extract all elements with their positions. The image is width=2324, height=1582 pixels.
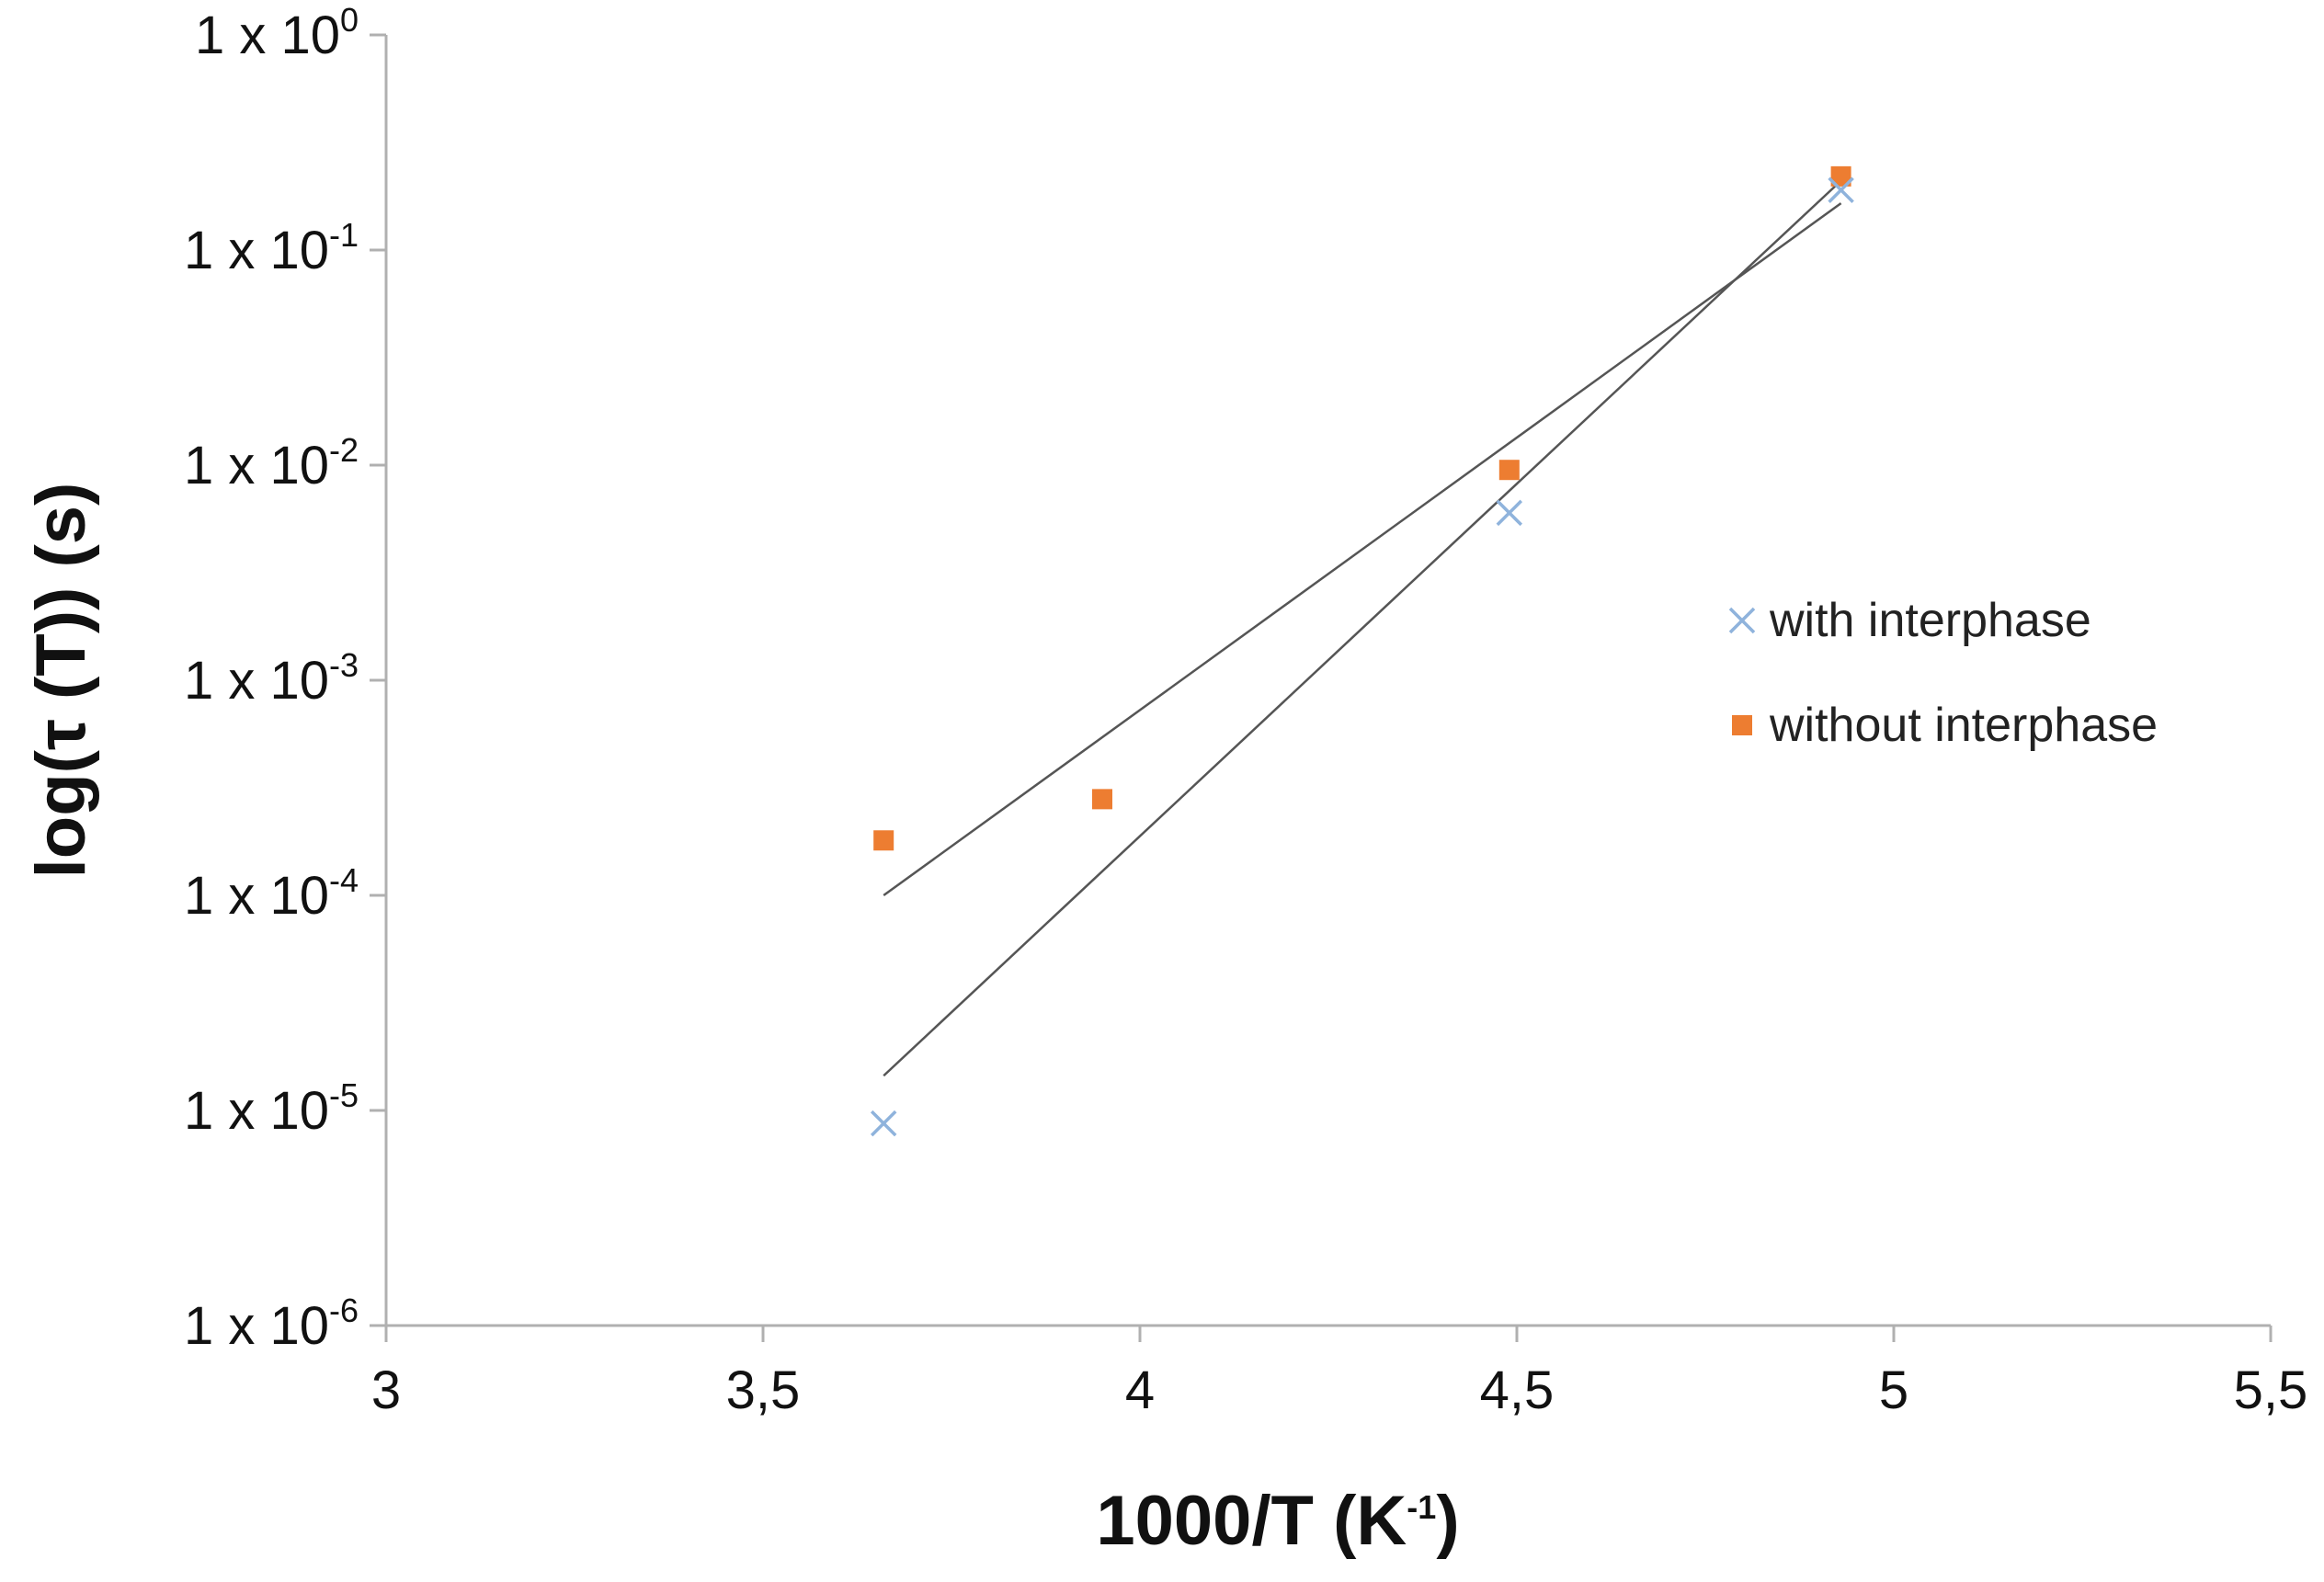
trendline-without-interphase — [883, 202, 1842, 897]
y-tick-label-base: 1 x 10 — [184, 221, 329, 280]
legend-label-with-interphase: with interphase — [1769, 594, 2091, 647]
legend-item-without-interphase: without interphase — [1732, 699, 2158, 752]
x-tick-label: 5,5 — [2234, 1360, 2308, 1420]
y-tick-label-exponent: -6 — [329, 1292, 359, 1329]
x-tick-label: 3 — [371, 1360, 401, 1420]
x-axis-ticks: 3 3,5 4 4,5 5 5,5 — [371, 1326, 2307, 1420]
legend-marker-square-icon — [1732, 715, 1752, 735]
y-tick-label-exponent: -4 — [329, 861, 359, 899]
y-tick-label-base: 1 x 10 — [184, 866, 329, 926]
y-tick-label-exponent: -3 — [329, 646, 359, 684]
x-tick-label: 4,5 — [1480, 1360, 1555, 1420]
data-point-without-interphase — [1092, 789, 1112, 810]
y-tick-label: 1 x 10-4 — [184, 861, 359, 926]
trendlines — [883, 179, 1842, 1077]
trendline-with-interphase — [883, 179, 1842, 1077]
y-tick-label: 1 x 10-5 — [184, 1076, 359, 1141]
legend-square-marker — [1732, 715, 1752, 735]
data-point-without-interphase — [1830, 165, 1851, 187]
legend-marker-x-icon — [1728, 607, 1756, 634]
legend: with interphase without interphase — [1728, 594, 2158, 752]
y-tick-label-base: 1 x 10 — [184, 1081, 329, 1141]
data-point-with-interphase — [1828, 176, 1854, 204]
y-tick-label-exponent: 0 — [340, 1, 359, 39]
legend-x-marker — [1728, 607, 1756, 634]
y-tick-label: 1 x 100 — [195, 1, 359, 65]
y-tick-label-base: 1 x 10 — [184, 436, 329, 495]
y-tick-label-exponent: -5 — [329, 1076, 359, 1114]
y-tick-label-exponent: -2 — [329, 431, 359, 469]
y-tick-label: 1 x 10-3 — [184, 646, 359, 711]
y-tick-label-base: 1 x 10 — [195, 6, 340, 65]
data-points — [870, 165, 1854, 1137]
y-tick-label: 1 x 10-1 — [184, 216, 359, 280]
data-point-with-interphase — [1496, 499, 1523, 527]
x-tick-label: 3,5 — [726, 1360, 801, 1420]
y-tick-label: 1 x 10-2 — [184, 431, 359, 495]
data-point-with-interphase — [870, 1110, 897, 1137]
x-axis-title-superscript: -1 — [1407, 1488, 1436, 1526]
y-tick-label-base: 1 x 10 — [184, 651, 329, 711]
x-tick-label: 5 — [1879, 1360, 1908, 1420]
y-tick-label-exponent: -1 — [329, 216, 359, 254]
x-tick-label: 4 — [1125, 1360, 1155, 1420]
y-tick-label: 1 x 10-6 — [184, 1292, 359, 1356]
y-axis-title: log(τ (T)) (s) — [22, 483, 100, 879]
axes — [384, 35, 2271, 1327]
legend-label-without-interphase: without interphase — [1769, 699, 2158, 752]
data-point-without-interphase — [873, 830, 894, 851]
data-point-without-interphase — [1498, 460, 1520, 481]
legend-item-with-interphase: with interphase — [1728, 594, 2091, 647]
x-axis-title: 1000/T (K-1) — [1096, 1482, 1459, 1560]
y-tick-label-base: 1 x 10 — [184, 1296, 329, 1356]
